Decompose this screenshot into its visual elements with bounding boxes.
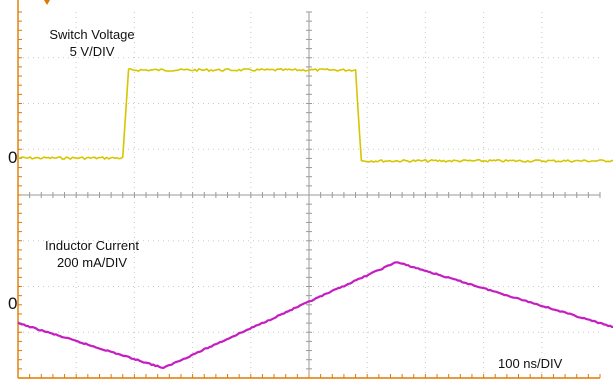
switch-voltage-scale: 5 V/DIV [69, 44, 115, 59]
inductor-current-scale: 200 mA/DIV [56, 255, 128, 270]
switch-voltage-name: Switch Voltage [49, 27, 135, 42]
switch-voltage-zero-label: 0 [8, 148, 18, 167]
trigger-marker [44, 0, 50, 5]
graticule-grid [17, 11, 601, 379]
time-scale-label: 100 ns/DIV [498, 356, 563, 371]
inductor-current-zero-label: 0 [8, 294, 18, 313]
inductor-current-annotation: Inductor Current 200 mA/DIV [26, 237, 158, 271]
inductor-current-trace [17, 261, 613, 369]
switch-voltage-trace [17, 68, 613, 163]
inductor-current-name: Inductor Current [45, 238, 139, 253]
switch-voltage-annotation: Switch Voltage 5 V/DIV [32, 26, 152, 60]
